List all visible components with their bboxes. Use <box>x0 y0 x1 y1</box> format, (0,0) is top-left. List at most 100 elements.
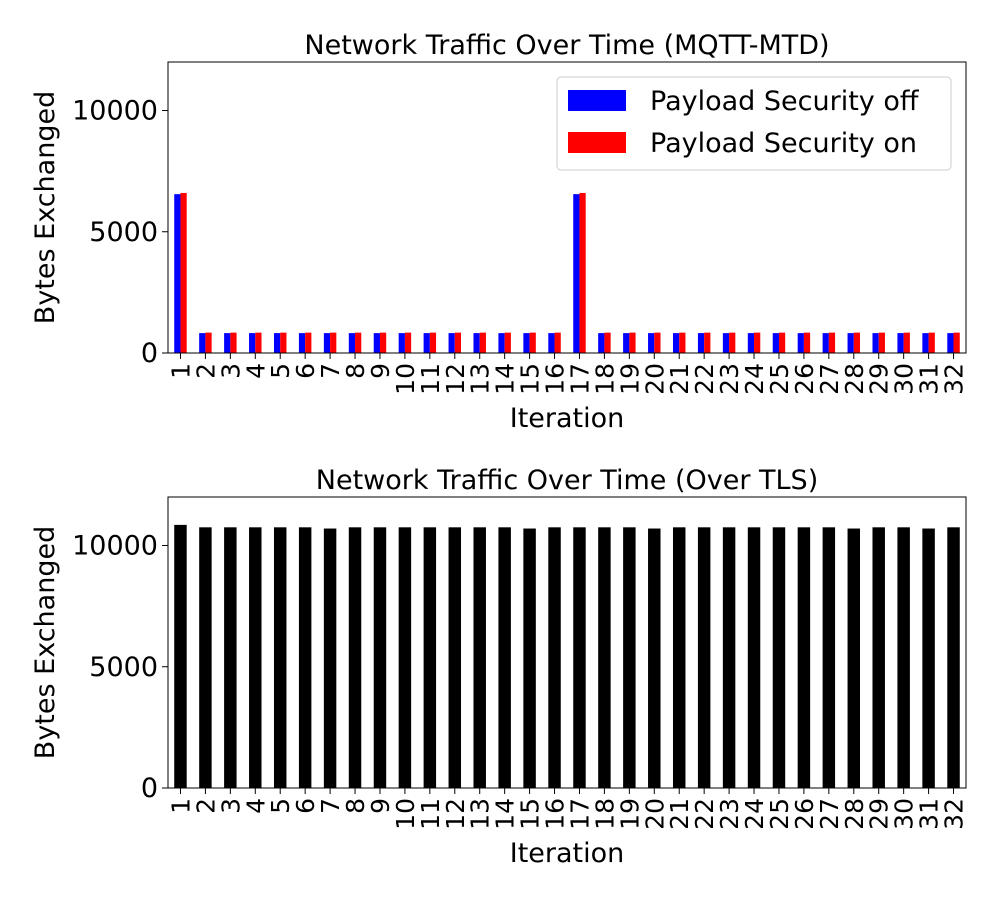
bar-1-15 <box>523 528 536 788</box>
x-tick-label: 13 <box>466 798 495 830</box>
x-tick-label: 28 <box>840 798 869 830</box>
bar-1-19 <box>623 333 630 353</box>
bar-1-30 <box>897 527 910 788</box>
x-tick-label: 8 <box>341 798 370 814</box>
legend-box <box>556 76 952 171</box>
chart-title: Network Traffic Over Time (MQTT-MTD) <box>304 30 829 61</box>
x-tick-label: 12 <box>441 798 470 830</box>
bar-1-17 <box>573 194 580 353</box>
bar-1-28 <box>847 528 861 788</box>
bar-1-2 <box>199 333 206 353</box>
bar-1-12 <box>448 527 462 788</box>
bar-1-2 <box>199 527 212 788</box>
bar-2-17 <box>579 192 586 353</box>
bar-1-6 <box>298 333 306 353</box>
bar-1-26 <box>797 333 804 353</box>
x-tick-label: 2 <box>191 798 220 814</box>
bar-1-18 <box>598 527 611 788</box>
bar-1-24 <box>747 333 755 353</box>
bar-1-13 <box>473 527 486 788</box>
bar-1-26 <box>797 527 811 788</box>
chart-1: 0500010000123456789101112131415161718192… <box>30 30 969 434</box>
bar-1-8 <box>348 527 362 788</box>
bar-1-6 <box>298 527 312 788</box>
bar-2-31 <box>928 332 935 353</box>
bar-2-20 <box>654 332 661 353</box>
x-tick-label: 27 <box>815 363 844 395</box>
x-tick-label: 22 <box>690 798 719 830</box>
bar-1-4 <box>249 333 256 353</box>
x-tick-label: 10 <box>391 363 420 395</box>
bar-1-32 <box>947 333 954 353</box>
bar-1-11 <box>423 333 430 353</box>
legend-label-1: Payload Security off <box>650 86 920 117</box>
bar-1-12 <box>448 333 455 353</box>
bar-1-16 <box>548 333 555 353</box>
bar-2-7 <box>330 332 337 353</box>
x-tick-label: 16 <box>541 363 570 395</box>
bar-1-25 <box>772 333 779 353</box>
x-tick-label: 25 <box>765 363 794 395</box>
x-tick-label: 28 <box>840 363 869 395</box>
bar-1-14 <box>498 527 511 788</box>
x-tick-label: 30 <box>890 363 919 395</box>
x-tick-label: 9 <box>366 798 395 814</box>
x-tick-label: 18 <box>590 363 619 395</box>
series-1 <box>174 524 960 788</box>
x-tick-label: 15 <box>516 798 545 830</box>
x-tick-label: 17 <box>565 798 594 830</box>
bar-2-19 <box>629 332 636 353</box>
bar-2-12 <box>454 332 462 353</box>
x-tick-label: 19 <box>615 363 644 395</box>
bar-1-10 <box>398 527 412 788</box>
bar-1-27 <box>822 333 829 353</box>
y-axis-label: Bytes Exchanged <box>30 526 61 759</box>
x-tick-label: 26 <box>790 363 819 395</box>
bar-2-5 <box>280 332 287 353</box>
bar-1-21 <box>672 527 686 788</box>
bar-2-29 <box>878 332 885 353</box>
bar-1-31 <box>922 333 929 353</box>
x-tick-label: 1 <box>166 798 195 814</box>
bar-1-11 <box>423 527 437 788</box>
bar-2-15 <box>529 332 536 353</box>
x-tick-label: 15 <box>516 363 545 395</box>
bar-1-16 <box>548 527 561 788</box>
legend-swatch-1 <box>568 90 626 111</box>
bar-1-29 <box>872 527 885 788</box>
bar-2-26 <box>803 332 811 353</box>
plot-frame <box>167 496 967 789</box>
x-tick-label: 5 <box>266 363 295 379</box>
bar-2-11 <box>429 332 437 353</box>
x-tick-label: 32 <box>940 363 969 395</box>
x-tick-label: 3 <box>216 363 245 379</box>
x-tick-label: 10 <box>391 798 420 830</box>
bar-2-18 <box>604 332 611 353</box>
x-tick-label: 2 <box>191 363 220 379</box>
x-tick-label: 16 <box>541 798 570 830</box>
x-tick-label: 7 <box>316 363 345 379</box>
bar-1-21 <box>672 333 680 353</box>
x-tick-label: 29 <box>865 798 894 830</box>
bar-2-24 <box>754 332 761 353</box>
bar-2-27 <box>828 332 836 353</box>
x-tick-label: 14 <box>491 798 520 830</box>
x-tick-label: 31 <box>915 363 944 395</box>
bar-2-6 <box>305 332 312 353</box>
bar-2-3 <box>230 332 237 353</box>
bar-2-2 <box>205 332 212 353</box>
x-tick-label: 11 <box>416 798 445 830</box>
bar-2-23 <box>729 332 736 353</box>
bar-1-5 <box>273 527 287 788</box>
bar-1-9 <box>373 333 380 353</box>
bar-2-21 <box>679 332 686 353</box>
bar-2-22 <box>704 332 711 353</box>
legend: Payload Security off Payload Security on <box>556 76 952 171</box>
chart-title: Network Traffic Over Time (Over TLS) <box>316 465 818 496</box>
bar-1-30 <box>897 333 904 353</box>
y-tick-label: 5000 <box>89 652 158 683</box>
bar-1-20 <box>648 528 661 788</box>
series-2 <box>180 192 960 353</box>
y-axis-label: Bytes Exchanged <box>30 91 61 324</box>
bar-1-28 <box>847 333 854 353</box>
